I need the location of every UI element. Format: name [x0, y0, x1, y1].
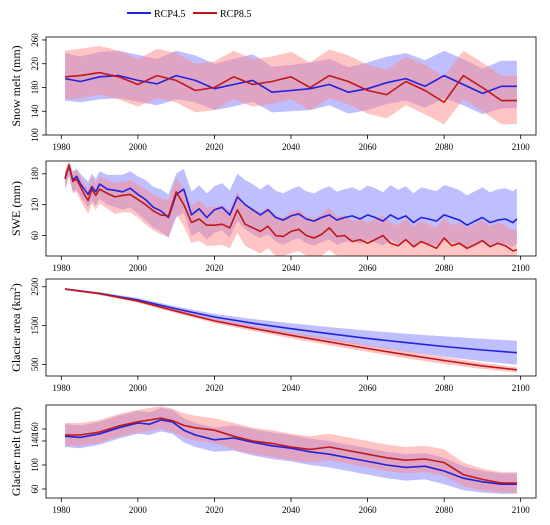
glacier-melt-xtick-label: 1980	[52, 505, 71, 515]
glacier-melt-xtick-label: 2080	[435, 505, 454, 515]
glacier-area-rcp85-range-band	[65, 288, 517, 373]
legend-label-rcp45: RCP4.5	[154, 9, 185, 20]
glacier-area-xtick-label: 2100	[512, 383, 531, 393]
swe-rcp45-line	[64, 165, 518, 226]
glacier-area-rcp45-range-band	[65, 288, 517, 365]
glacier-area-xtick-label: 2000	[129, 383, 148, 393]
panel-snow-melt: Snow melt (mm) 100 140 180 220 260 1980 2000 20…	[9, 33, 537, 152]
snow-melt-rcp85-range-band	[65, 45, 517, 125]
glacier-melt-rcp45-line	[65, 419, 517, 486]
swe-rcp85-range-band	[65, 161, 517, 256]
swe-ytick-label: 60	[30, 230, 40, 240]
glacier-melt-rcp85-range-band	[65, 406, 517, 493]
legend: RCP4.5 RCP8.5	[127, 9, 251, 20]
swe-xtick-label: 1980	[52, 263, 71, 273]
snow-melt-rcp85-line	[65, 71, 517, 104]
glacier-area-xtick-label: 2060	[359, 383, 378, 393]
glacier-melt-ytick-label: 160	[30, 422, 40, 436]
swe-xtick-label: 2080	[435, 263, 454, 273]
glacier-melt-xtick-label: 2040	[282, 505, 301, 515]
snow-melt-rcp45-line	[64, 74, 517, 95]
snow-melt-ytick-label: 100	[30, 128, 40, 142]
snow-melt-xtick-label: 2020	[205, 142, 224, 152]
swe-xtick-label: 2000	[129, 263, 148, 273]
glacier-melt-ytick-label: 60	[30, 484, 40, 494]
glacier-melt-xtick-label: 2000	[129, 505, 148, 515]
glacier-area-xtick-label: 1980	[52, 383, 71, 393]
swe-xtick-label: 2040	[282, 263, 301, 273]
snow-melt-xtick-label: 2100	[512, 142, 531, 152]
swe-xtick-label: 2060	[359, 263, 378, 273]
snow-melt-ytick-label: 180	[30, 80, 40, 94]
swe-rcp85-line	[64, 163, 518, 252]
snow-melt-xtick-label: 2080	[435, 142, 454, 152]
glacier-area-ytick-label: 500	[30, 357, 40, 371]
snow-melt-xtick-label: 2040	[282, 142, 301, 152]
glacier-area-xtick-label: 2040	[282, 383, 301, 393]
glacier-melt-ytick-label: 140	[30, 434, 40, 448]
snow-melt-xtick-label: 2060	[359, 142, 378, 152]
panel-swe: SWE (mm) 60 120 180 1980 2000 2020 2040 2060 208…	[9, 160, 537, 273]
snow-melt-axis-label: Snow melt (mm)	[9, 45, 23, 126]
snow-melt-ytick-label: 220	[30, 56, 40, 70]
snow-melt-xtick-label: 1980	[52, 142, 71, 152]
glacier-area-xtick-label: 2080	[435, 383, 454, 393]
glacier-melt-ytick-label: 100	[30, 458, 40, 472]
swe-ytick-label: 120	[30, 197, 40, 211]
glacier-melt-xtick-label: 2060	[359, 505, 378, 515]
snow-melt-ytick-label: 140	[30, 104, 40, 118]
swe-ytick-label: 180	[30, 167, 40, 181]
glacier-melt-xtick-label: 2100	[512, 505, 531, 515]
glacier-area-xtick-label: 2020	[205, 383, 224, 393]
glacier-melt-axis-label: Glacier melt (mm)	[9, 407, 23, 496]
swe-axis-label: SWE (mm)	[9, 181, 23, 236]
glacier-area-rcp45-line	[65, 288, 517, 354]
glacier-melt-rcp85-line	[65, 417, 517, 484]
swe-xtick-label: 2100	[512, 263, 531, 273]
glacier-melt-xtick-label: 2020	[205, 505, 224, 515]
panel-glacier-area: Glacier area (km2) 500 1500 2500 1980 2000 20…	[9, 277, 537, 393]
snow-melt-ytick-label: 260	[30, 33, 40, 47]
snow-melt-xtick-label: 2000	[129, 142, 148, 152]
swe-xtick-label: 2020	[205, 263, 224, 273]
glacier-area-ytick-label: 2500	[30, 277, 40, 296]
legend-label-rcp85: RCP8.5	[220, 9, 251, 20]
glacier-area-axis-label: Glacier area (km2)	[9, 283, 23, 372]
glacier-area-ytick-label: 1500	[30, 316, 40, 335]
glacier-area-rcp85-line	[64, 288, 517, 371]
